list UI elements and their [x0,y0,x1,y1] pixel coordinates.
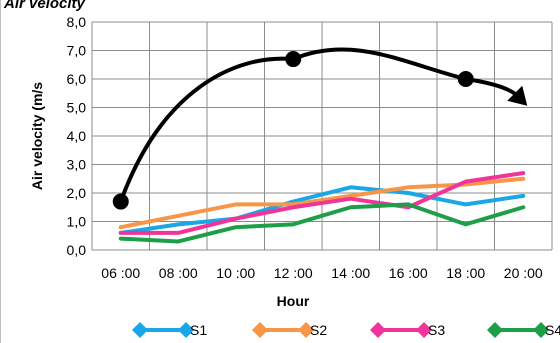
y-tick-labels: 0,0 1,0 2,0 3,0 4,0 5,0 6,0 7,0 8,0 [67,14,87,258]
trend-annotation [112,47,528,210]
x-tick-label: 14 :00 [331,265,370,281]
legend-marker-s1 [132,322,148,338]
y-tick-label: 2,0 [67,185,87,201]
x-axis-label: Hour [277,293,310,309]
legend-label-s2: S2 [310,322,327,338]
chart-title: Air velocity [3,0,86,12]
trend-curve [118,47,520,204]
legend-marker-s4 [487,322,503,338]
y-tick-label: 4,0 [67,128,87,144]
legend-marker-s2 [252,322,268,338]
series-line-s4 [118,202,526,244]
y-tick-label: 1,0 [67,214,87,230]
series-line-s3 [118,171,526,235]
x-tick-label: 06 :00 [101,265,140,281]
legend-marker-s3 [370,322,386,338]
y-tick-label: 6,0 [67,71,87,87]
x-tick-label: 08 :00 [159,265,198,281]
y-axis-label: Air velocity (m/s [29,82,45,190]
x-tick-label: 18 :00 [446,265,485,281]
legend: S1 S2 S3 S4 [132,322,560,338]
y-tick-label: 8,0 [67,14,87,30]
grid [91,21,553,251]
x-tick-label: 10 :00 [216,265,255,281]
legend-marker-s4 [533,322,549,338]
y-tick-label: 5,0 [67,100,87,116]
x-tick-label: 16 :00 [389,265,428,281]
legend-marker-s3 [416,322,432,338]
x-tick-labels: 06 :00 08 :00 10 :00 12 :00 14 :00 16 :00 18 :… [101,265,543,281]
y-tick-label: 7,0 [67,43,87,59]
series-line-s1 [118,185,526,235]
trend-marker [112,193,129,210]
legend-marker-s2 [298,322,314,338]
y-tick-label: 0,0 [67,242,87,258]
x-tick-label: 20 :00 [504,265,543,281]
legend-label-s3: S3 [428,322,445,338]
trend-marker [285,51,302,68]
legend-label-s1: S1 [190,322,207,338]
trend-marker [457,71,474,87]
legend-marker-s1 [178,322,194,338]
x-tick-label: 12 :00 [274,265,313,281]
series-lines [118,171,526,244]
legend-label-s4: S4 [545,322,560,338]
y-tick-label: 3,0 [67,157,87,173]
trend-arrowhead [507,85,528,106]
